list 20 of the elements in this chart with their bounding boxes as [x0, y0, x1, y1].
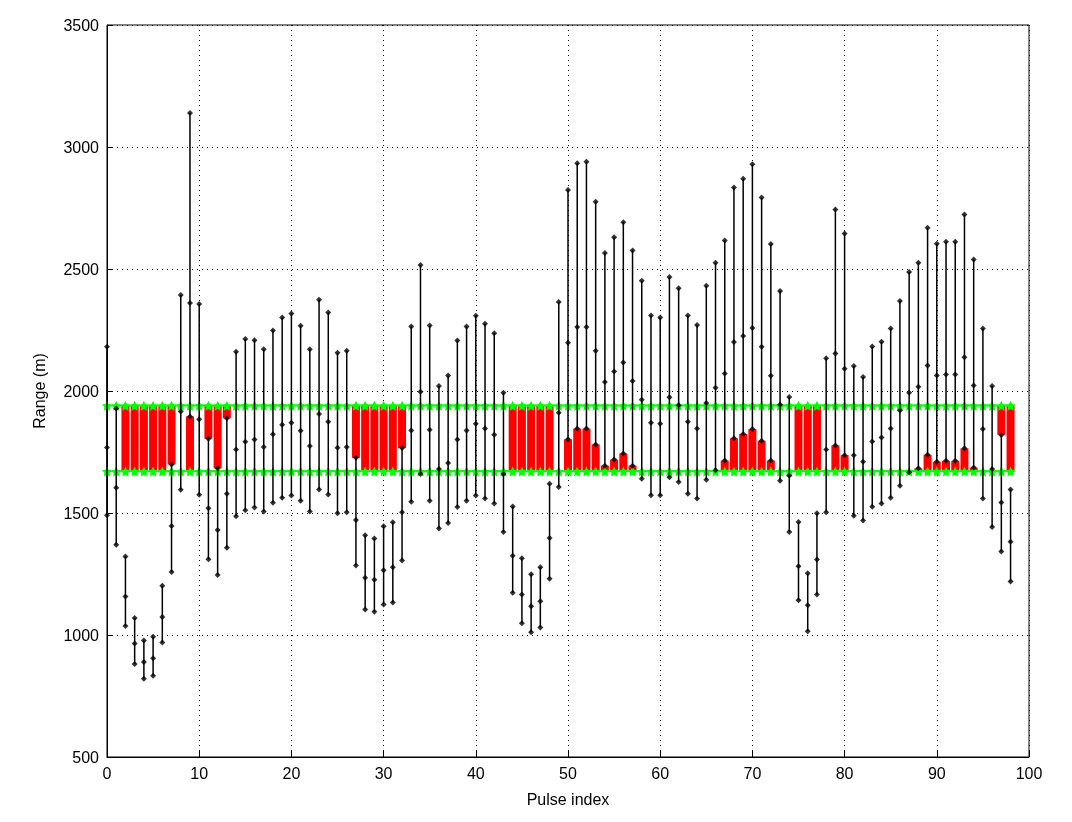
y-tick-label: 2000: [63, 382, 100, 400]
y-tick-label: 500: [72, 748, 100, 766]
x-tick-label: 50: [559, 764, 577, 782]
x-axis-title: Pulse index: [526, 790, 610, 808]
y-axis-title: Range (m): [30, 353, 48, 429]
x-tick-label: 10: [190, 764, 209, 782]
x-tick-label: 100: [1015, 764, 1043, 782]
x-tick-label: 90: [927, 764, 946, 782]
x-tick-label: 0: [102, 764, 112, 782]
x-tick-label: 70: [743, 764, 762, 782]
y-tick-label: 3500: [63, 16, 100, 34]
x-tick-label: 80: [835, 764, 854, 782]
x-tick-label: 40: [466, 764, 485, 782]
y-tick-label: 1000: [63, 626, 100, 644]
x-tick-label: 20: [282, 764, 301, 782]
y-tick-label: 1500: [63, 504, 100, 522]
x-tick-label: 30: [374, 764, 393, 782]
x-tick-label: 60: [651, 764, 670, 782]
y-tick-label: 2500: [63, 260, 100, 278]
y-tick-label: 3000: [63, 138, 100, 156]
